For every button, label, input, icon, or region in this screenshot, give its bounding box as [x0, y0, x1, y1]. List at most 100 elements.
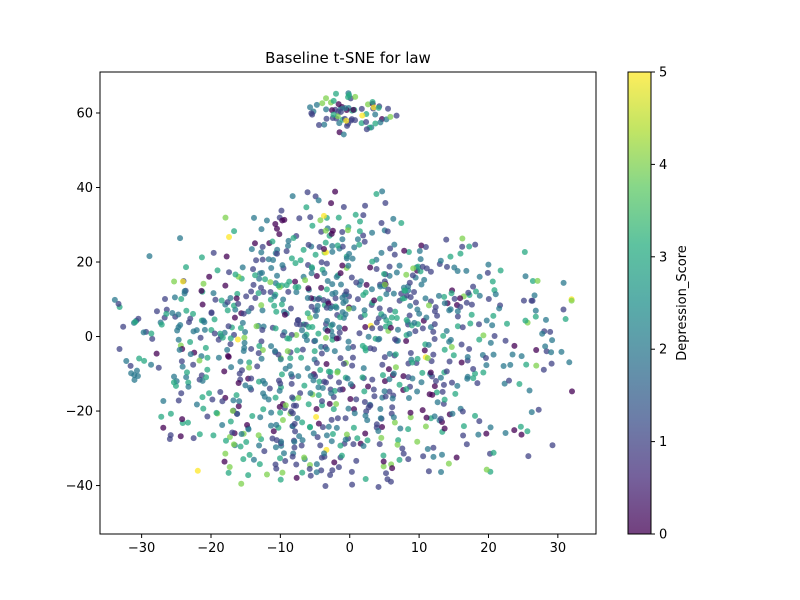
scatter-point [470, 283, 477, 290]
scatter-point [407, 409, 414, 416]
scatter-point [257, 270, 264, 277]
scatter-point [539, 330, 546, 337]
scatter-point [370, 386, 377, 393]
scatter-point [116, 345, 123, 352]
scatter-point [386, 350, 393, 357]
scatter-point [162, 296, 168, 303]
scatter-point [276, 231, 283, 238]
scatter-point [251, 214, 257, 221]
scatter-point [443, 263, 450, 270]
scatter-point [175, 336, 182, 343]
scatter-point [131, 372, 138, 379]
scatter-point [396, 262, 403, 269]
scatter-point [250, 456, 257, 463]
scatter-point [360, 232, 367, 239]
scatter-point [315, 330, 322, 337]
scatter-point [259, 347, 266, 354]
scatter-point [385, 366, 392, 373]
scatter-point [231, 314, 238, 321]
scatter-point [466, 243, 473, 250]
scatter-point [502, 429, 509, 436]
scatter-point [376, 441, 383, 448]
y-tick-label: 0 [85, 330, 93, 345]
scatter-point [239, 367, 245, 374]
scatter-point [307, 214, 314, 221]
scatter-point [204, 354, 211, 361]
scatter-point [313, 101, 320, 108]
scatter-point [532, 307, 539, 314]
scatter-point [395, 437, 402, 444]
scatter-point [401, 247, 408, 254]
scatter-point [219, 334, 226, 341]
scatter-point [334, 369, 341, 376]
scatter-point [255, 290, 262, 297]
scatter-point [240, 456, 247, 463]
scatter-point [115, 300, 122, 307]
scatter-point [323, 346, 330, 353]
scatter-point [328, 200, 335, 207]
scatter-point [362, 202, 369, 209]
scatter-point [343, 288, 350, 295]
scatter-point [224, 299, 231, 306]
scatter-point [171, 294, 178, 301]
scatter-point [284, 242, 291, 249]
scatter-point [230, 441, 237, 448]
scatter-point [250, 266, 257, 273]
scatter-point [540, 366, 547, 373]
scatter-point [441, 293, 448, 300]
scatter-point [392, 336, 399, 343]
scatter-point [337, 442, 344, 449]
scatter-point [253, 257, 260, 264]
scatter-point [293, 402, 300, 409]
scatter-point [391, 241, 398, 248]
scatter-point [252, 272, 259, 279]
scatter-point [531, 292, 538, 299]
scatter-point [206, 390, 213, 397]
scatter-point [351, 244, 358, 251]
scatter-point [287, 355, 294, 362]
scatter-point [318, 398, 325, 405]
scatter-point [278, 371, 285, 378]
scatter-point [422, 295, 429, 302]
scatter-point [407, 349, 414, 356]
scatter-point [259, 327, 266, 334]
x-tick-label: −30 [128, 541, 155, 556]
scatter-point [319, 384, 326, 391]
scatter-point [321, 270, 328, 277]
scatter-point [543, 348, 550, 355]
scatter-point [272, 221, 279, 228]
scatter-point [390, 215, 397, 222]
scatter-point [288, 255, 295, 262]
scatter-point [365, 333, 372, 340]
scatter-point [285, 288, 292, 295]
scatter-point [377, 325, 384, 332]
scatter-point [378, 219, 385, 226]
scatter-point [185, 379, 192, 386]
scatter-point [237, 325, 244, 331]
scatter-point [153, 308, 160, 315]
scatter-point [459, 408, 466, 415]
y-tick-label: 40 [76, 181, 93, 196]
scatter-point [533, 346, 540, 353]
x-tick-label: −10 [267, 541, 294, 556]
scatter-point [381, 388, 388, 395]
scatter-point [405, 426, 412, 433]
y-tick-label: −40 [66, 479, 93, 494]
scatter-point [242, 382, 249, 389]
scatter-point [242, 328, 249, 335]
scatter-point [324, 327, 331, 334]
scatter-point [313, 413, 320, 420]
scatter-point [443, 327, 450, 334]
scatter-point [240, 310, 247, 317]
scatter-point [489, 322, 496, 329]
scatter-point [386, 376, 393, 383]
scatter-point [183, 369, 190, 376]
scatter-point [463, 441, 470, 448]
colorbar: 0 1 2 3 4 5 Depression_Score [627, 66, 690, 543]
scatter-point [256, 343, 263, 350]
scatter-point [148, 361, 155, 368]
scatter-point [321, 378, 328, 385]
scatter-point [424, 445, 431, 452]
scatter-point [314, 307, 321, 314]
y-tick-label: −20 [66, 405, 93, 420]
